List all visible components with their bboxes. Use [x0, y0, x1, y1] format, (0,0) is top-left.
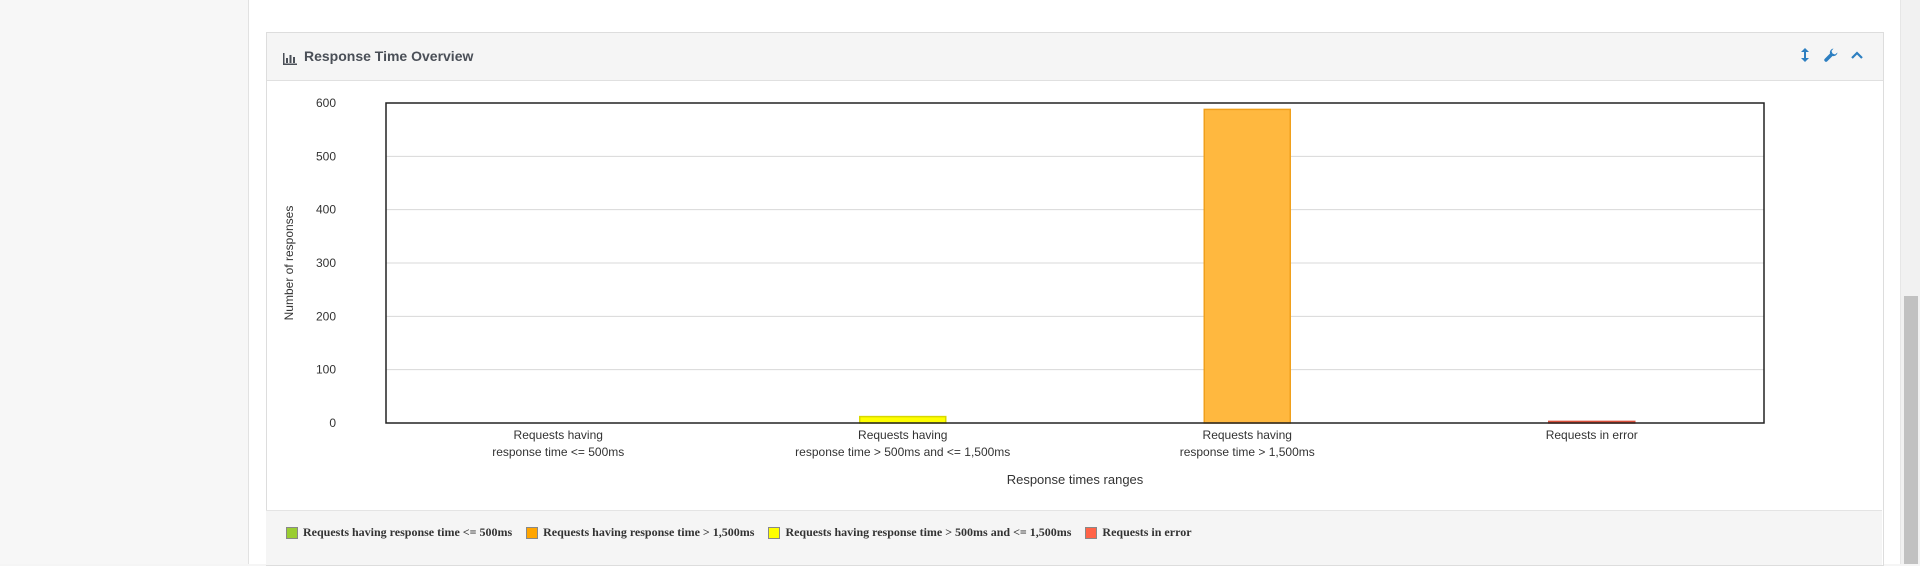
x-tick-label: Requests having [514, 428, 603, 442]
x-tick-label: Requests having [858, 428, 947, 442]
legend-bar: Requests having response time <= 500ms R… [266, 510, 1882, 565]
resize-vertical-icon[interactable] [1797, 47, 1813, 63]
bar-chart-icon [283, 52, 297, 70]
legend-item-le500[interactable]: Requests having response time <= 500ms [286, 525, 512, 540]
y-tick-label: 600 [316, 96, 336, 110]
legend-item-mid[interactable]: Requests having response time > 500ms an… [768, 525, 1071, 540]
legend-swatch-le500 [286, 526, 298, 539]
panel-title: Response Time Overview [304, 48, 474, 64]
x-tick-label: Requests having [1203, 428, 1292, 442]
x-tick-label: response time > 500ms and <= 1,500ms [795, 445, 1010, 459]
y-tick-label: 300 [316, 256, 336, 270]
bar-2 [1203, 108, 1291, 424]
x-axis-title: Response times ranges [1007, 472, 1144, 487]
legend-label-le500: Requests having response time <= 500ms [303, 525, 513, 539]
chevron-up-icon[interactable] [1849, 47, 1865, 63]
chart-legend: Requests having response time <= 500ms R… [286, 525, 1206, 540]
legend-label-gt1500: Requests having response time > 1,500ms [543, 525, 755, 539]
x-tick-label: response time > 1,500ms [1180, 445, 1315, 459]
y-axis-title: Number of responses [282, 206, 296, 321]
legend-label-mid: Requests having response time > 500ms an… [785, 525, 1072, 539]
x-tick-label: Requests in error [1546, 428, 1638, 442]
legend-label-error: Requests in error [1102, 525, 1192, 539]
wrench-icon[interactable] [1823, 47, 1839, 63]
legend-item-error[interactable]: Requests in error [1085, 525, 1192, 540]
response-time-chart: 0 100 200 300 400 500 600 Requests having respon… [282, 96, 1765, 487]
legend-swatch-gt1500 [526, 526, 539, 539]
y-tick-label: 100 [316, 363, 336, 377]
legend-item-gt1500[interactable]: Requests having response time > 1,500ms [526, 525, 754, 540]
panel-header: Response Time Overview [267, 33, 1883, 81]
left-sidebar [0, 0, 249, 564]
y-tick-label: 0 [329, 416, 336, 430]
y-tick-label: 400 [316, 203, 336, 217]
bar-1 [859, 415, 947, 424]
y-tick-label: 500 [316, 149, 336, 163]
legend-swatch-error [1085, 526, 1098, 539]
x-tick-label: response time <= 500ms [492, 445, 624, 459]
panel-toolbar [1797, 47, 1865, 63]
legend-swatch-mid [768, 526, 781, 539]
plot-border [385, 102, 1765, 424]
scrollbar-thumb[interactable] [1904, 296, 1918, 564]
page-scrollbar[interactable] [1900, 0, 1920, 564]
y-tick-label: 200 [316, 309, 336, 323]
